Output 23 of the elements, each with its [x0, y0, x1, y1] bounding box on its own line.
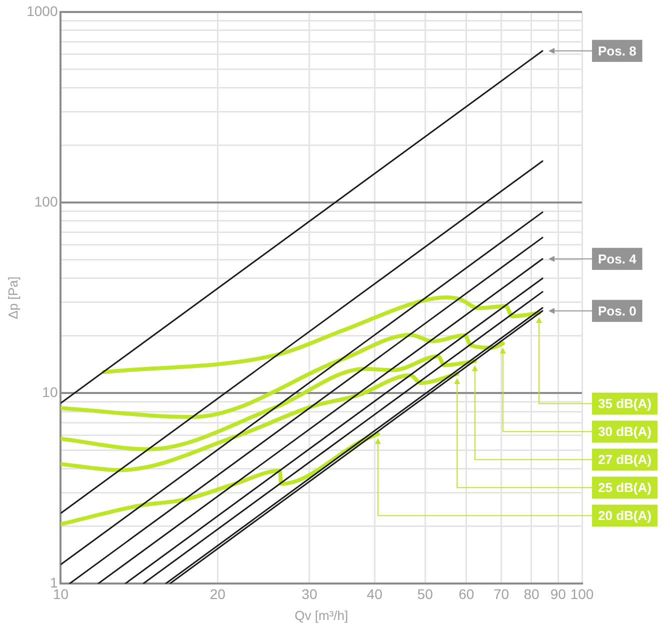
y-tick-label: 1000 [26, 2, 58, 19]
x-tick-label: 80 [524, 586, 540, 602]
y-tick-label: 1 [50, 574, 58, 590]
x-tick-label: 20 [210, 586, 226, 602]
y-tick-label: 10 [42, 384, 58, 400]
x-tick-label: 50 [417, 586, 434, 602]
x-tick-label: 90 [550, 586, 566, 602]
text: Pos. 4 [598, 251, 638, 266]
text: Pos. 8 [598, 43, 636, 58]
text: 20 dB(A) [598, 508, 652, 524]
y-tick-label: 100 [34, 193, 58, 210]
x-tick-label: 60 [458, 586, 474, 602]
x-tick-label: 70 [493, 586, 510, 602]
text: 30 dB(A) [598, 424, 652, 440]
text: 25 dB(A) [598, 480, 652, 496]
x-tick-label: 100 [570, 586, 594, 602]
x-tick-label: 30 [302, 586, 318, 602]
x-axis-title: Qv [m³/h] [294, 608, 348, 623]
text: 27 dB(A) [598, 452, 652, 468]
x-tick-label: 40 [366, 586, 383, 602]
y-axis-title: Δp [Pa] [5, 276, 20, 320]
text: Pos. 0 [598, 303, 636, 318]
text: 35 dB(A) [598, 396, 652, 412]
